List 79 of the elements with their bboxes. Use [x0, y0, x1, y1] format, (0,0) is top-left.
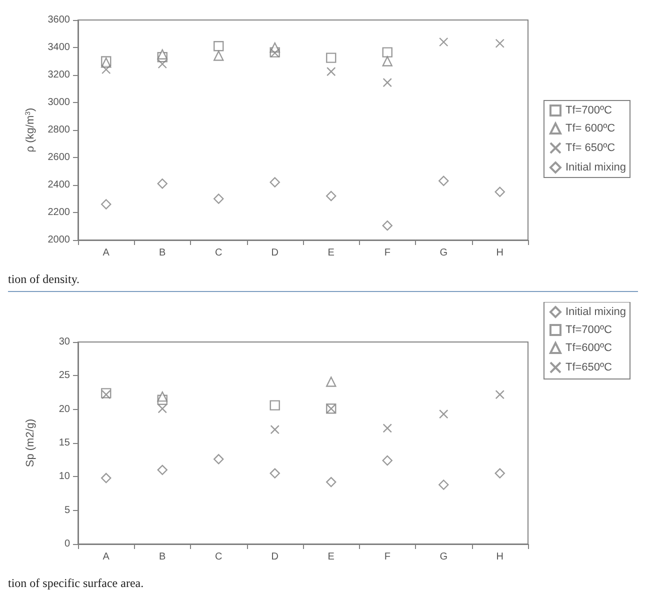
- x-tick-label: G: [440, 248, 448, 258]
- y-tick-label: 2400: [48, 180, 70, 190]
- y-tick-label: 2800: [48, 124, 70, 136]
- legend-label: Tf=700ºC: [565, 104, 612, 116]
- point: [270, 424, 280, 434]
- x-tick-label: G: [440, 552, 448, 562]
- point: [157, 391, 168, 402]
- point: [382, 424, 392, 433]
- x-tick-label: D: [271, 552, 278, 562]
- x-tick-label: F: [384, 248, 390, 258]
- x-tick-label: H: [496, 248, 504, 258]
- y-tick-label: 20: [58, 404, 70, 415]
- point: [382, 78, 392, 88]
- point: [102, 64, 111, 74]
- text: tion of density.: [8, 272, 81, 287]
- x-tick-label: B: [159, 552, 166, 562]
- legend-label: Initial mixing: [565, 162, 626, 174]
- x-tick-label: B: [159, 248, 166, 258]
- point: [158, 404, 167, 414]
- point: [438, 176, 449, 186]
- point: [326, 376, 336, 387]
- legend-label: Tf=600ºC: [565, 342, 612, 354]
- x-tick-label: C: [215, 552, 222, 562]
- y-tick-label: 3200: [48, 70, 70, 80]
- y-tick-label: 30: [58, 336, 70, 348]
- point: [157, 464, 168, 476]
- point: [214, 50, 224, 61]
- point: [439, 37, 448, 47]
- legend-label: Tf= 600ºC: [565, 122, 616, 134]
- x-tick-label: A: [102, 552, 110, 562]
- point: [382, 56, 392, 66]
- point: [382, 47, 392, 58]
- y-tick-label: 2200: [48, 207, 70, 218]
- legend-label: Tf=700ºC: [565, 324, 612, 336]
- x-tick-label: A: [102, 248, 110, 258]
- point: [158, 59, 167, 69]
- point: [494, 468, 505, 478]
- y-tick-label: 3600: [48, 14, 70, 26]
- point: [214, 454, 224, 464]
- point: [495, 390, 504, 400]
- y-tick-label: 2600: [48, 152, 70, 163]
- point: [157, 49, 168, 60]
- point: [270, 400, 280, 410]
- y-tick-label: 25: [58, 370, 70, 382]
- point: [214, 41, 224, 52]
- point: [326, 190, 336, 202]
- y-tick-label: 5: [64, 504, 70, 516]
- legend-label: Tf=650ºC: [565, 362, 612, 374]
- x-tick-label: H: [496, 552, 504, 562]
- point: [439, 409, 448, 419]
- point: [326, 66, 336, 76]
- y-tick-label: 3000: [48, 97, 70, 108]
- x-tick-label: E: [328, 248, 335, 258]
- x-tick-label: E: [328, 552, 335, 562]
- point: [101, 472, 112, 484]
- point: [382, 220, 392, 231]
- y-tick-label: 3400: [48, 42, 70, 53]
- point: [495, 38, 504, 48]
- y-axis-title: Sp (m2/g): [24, 418, 36, 468]
- x-tick-label: F: [384, 552, 390, 562]
- point: [382, 455, 392, 466]
- y-tick-label: 0: [64, 538, 70, 550]
- y-tick-label: 2000: [48, 234, 70, 246]
- point: [438, 480, 449, 490]
- point: [326, 52, 336, 63]
- x-tick-label: D: [271, 248, 278, 258]
- point: [270, 177, 280, 188]
- point: [101, 199, 112, 210]
- point: [326, 476, 336, 488]
- y-tick-label: 15: [58, 438, 70, 448]
- y-tick-label: 10: [58, 471, 70, 482]
- point: [270, 468, 280, 478]
- text: tion of specific surface area.: [8, 576, 145, 591]
- point: [157, 178, 168, 189]
- point: [214, 194, 224, 204]
- legend-label: Initial mixing: [565, 306, 626, 318]
- x-tick-label: C: [215, 248, 222, 258]
- point: [494, 186, 505, 197]
- legend-label: Tf= 650ºC: [565, 142, 616, 154]
